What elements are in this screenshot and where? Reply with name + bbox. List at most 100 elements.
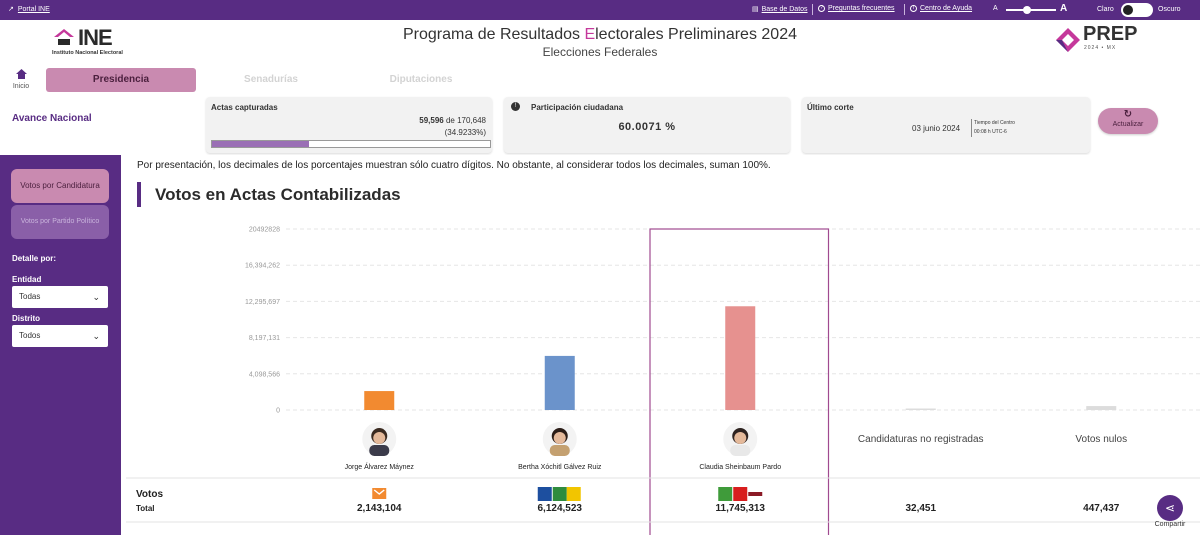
- corte-time: 00:08 h UTC-6: [974, 129, 1007, 135]
- candidate-name: Claudia Sheinbaum Pardo: [699, 464, 781, 471]
- entidad-label: Entidad: [12, 275, 42, 284]
- question-icon: ?: [818, 5, 825, 12]
- portal-ine-label: Portal INE: [17, 5, 50, 13]
- bar: [544, 355, 575, 410]
- share-button[interactable]: ⋖ Compartir: [1150, 495, 1190, 528]
- tab-presidencia[interactable]: Presidencia: [46, 68, 196, 92]
- pan-pri-prd-logos: [537, 487, 581, 501]
- ine-mark-icon: [54, 29, 74, 45]
- candidate-name: Jorge Álvarez Máynez: [345, 462, 415, 471]
- preguntas-frecuentes-link[interactable]: ? Preguntas frecuentes: [818, 5, 895, 12]
- votos-por-partido-button[interactable]: Votos por Partido Político: [11, 205, 109, 239]
- party-logos: [372, 487, 763, 501]
- distrito-select[interactable]: Todos ⌄: [12, 325, 108, 347]
- y-tick-label: 12,295,697: [245, 299, 280, 306]
- entidad-select[interactable]: Todas ⌄: [12, 286, 108, 308]
- actas-count: 59,596 de 170,648: [419, 116, 486, 125]
- divider: [812, 4, 813, 15]
- actas-capturadas-card: Actas capturadas 59,596 de 170,648 (34.9…: [206, 97, 492, 153]
- candidate-photo: [542, 422, 577, 456]
- total-value: 32,451: [905, 503, 936, 514]
- prep-logo: PREP 2024 • MX: [1055, 23, 1155, 59]
- divider: [904, 4, 905, 15]
- avatar-face: [553, 432, 566, 444]
- actas-progress-fill: [212, 141, 310, 147]
- theme-light-label: Claro: [1097, 6, 1114, 13]
- party-logo: [733, 487, 748, 501]
- home-button[interactable]: Inicio: [10, 69, 32, 90]
- tab-senadurias[interactable]: Senadurías: [244, 74, 298, 85]
- candidate-name: Bertha Xóchitl Gálvez Ruiz: [518, 464, 602, 471]
- avance-nacional-label: Avance Nacional: [12, 113, 92, 124]
- theme-dark-label: Oscuro: [1158, 6, 1181, 13]
- prep-subtitle: 2024 • MX: [1084, 45, 1117, 51]
- corte-timezone: Tiempo del Centro: [974, 120, 1015, 126]
- bar: [1086, 406, 1117, 410]
- slider-handle[interactable]: [1023, 6, 1031, 14]
- avatar-shirt: [549, 445, 570, 456]
- corte-date: 03 junio 2024: [912, 124, 961, 133]
- total-row-label: Total: [136, 504, 155, 513]
- chevron-down-icon: ⌄: [92, 292, 100, 302]
- election-nav: Inicio Presidencia Senadurías Diputacion…: [0, 64, 1200, 95]
- centro-de-ayuda-link[interactable]: i Centro de Ayuda: [910, 5, 972, 12]
- status-strip: Avance Nacional Actas capturadas 59,596 …: [0, 95, 1200, 155]
- actas-label: Actas capturadas: [211, 103, 278, 112]
- base-de-datos-label: Base de Datos: [761, 5, 808, 13]
- votos-por-candidatura-button[interactable]: Votos por Candidatura: [11, 169, 109, 203]
- participacion-card: ! Participación ciudadana 60.0071 %: [504, 97, 790, 153]
- theme-toggle[interactable]: [1121, 3, 1153, 17]
- actas-total: de 170,648: [445, 116, 486, 125]
- distrito-label: Distrito: [12, 314, 40, 323]
- y-tick-label: 20492828: [249, 227, 280, 234]
- category-label: Votos nulos: [1075, 434, 1127, 445]
- party-logo: [552, 487, 567, 501]
- external-link-icon: ↗: [8, 6, 14, 13]
- chart-bars: [364, 306, 1117, 410]
- bar: [364, 391, 395, 410]
- info-icon[interactable]: !: [511, 102, 520, 111]
- home-icon: [15, 69, 27, 79]
- preguntas-frecuentes-label: Preguntas frecuentes: [828, 5, 895, 12]
- section-title: Votos en Actas Contabilizadas: [137, 182, 401, 207]
- page-subtitle: Elecciones Federales: [542, 45, 658, 59]
- corte-label: Último corte: [807, 103, 854, 112]
- participacion-value: 60.0071 %: [618, 121, 676, 133]
- candidate-photo: [723, 422, 758, 456]
- avatar-face: [373, 432, 386, 444]
- total-value: 11,745,313: [716, 503, 766, 514]
- y-tick-label: 4,098,566: [249, 371, 280, 378]
- header: INE Instituto Nacional Electoral Program…: [0, 20, 1200, 64]
- logo-mark: [373, 489, 385, 495]
- participacion-label: Participación ciudadana: [531, 103, 624, 112]
- detalle-label: Detalle por:: [12, 254, 57, 263]
- base-de-datos-link[interactable]: ▤ Base de Datos: [752, 5, 808, 14]
- votes-bar-chart: 0 4,098,566 8,197,131 12,295,697 16,394,262 2…: [126, 227, 1200, 535]
- ine-wordmark: INE: [78, 25, 113, 50]
- actas-progress-bar: [211, 140, 491, 148]
- font-decrease-button[interactable]: A: [993, 5, 998, 12]
- font-size-slider[interactable]: [1006, 6, 1056, 14]
- prep-wordmark: PREP: [1083, 23, 1138, 45]
- refresh-icon: ↻: [1123, 109, 1133, 120]
- avatar-shirt: [730, 445, 751, 456]
- share-icon: ⋖: [1157, 495, 1183, 521]
- bar: [905, 408, 936, 410]
- tab-diputaciones[interactable]: Diputaciones: [389, 74, 453, 85]
- category-label: Candidaturas no registradas: [858, 434, 984, 445]
- x-axis-labels: Jorge Álvarez Máynez Bertha Xóchitl Gálve…: [345, 434, 1127, 471]
- refresh-button[interactable]: ↻ Actualizar: [1098, 108, 1158, 134]
- main-content: 0 4,098,566 8,197,131 12,295,697 16,394,262 2…: [121, 155, 1200, 535]
- ine-subtitle: Instituto Nacional Electoral: [52, 50, 123, 56]
- portal-ine-link[interactable]: ↗ Portal INE: [8, 5, 50, 14]
- candidate-photo: [362, 422, 397, 456]
- avatar-shirt: [369, 445, 390, 456]
- ine-logo[interactable]: INE Instituto Nacional Electoral: [52, 25, 144, 59]
- decimals-note: Por presentación, los decimales de los p…: [137, 160, 771, 171]
- distrito-value: Todos: [19, 331, 41, 340]
- sidebar: Votos por Candidatura Votos por Partido …: [0, 155, 121, 535]
- candidate-avatars: [362, 422, 758, 456]
- font-increase-button[interactable]: A: [1060, 3, 1068, 14]
- morena-pt-pvem-logos: [718, 487, 763, 501]
